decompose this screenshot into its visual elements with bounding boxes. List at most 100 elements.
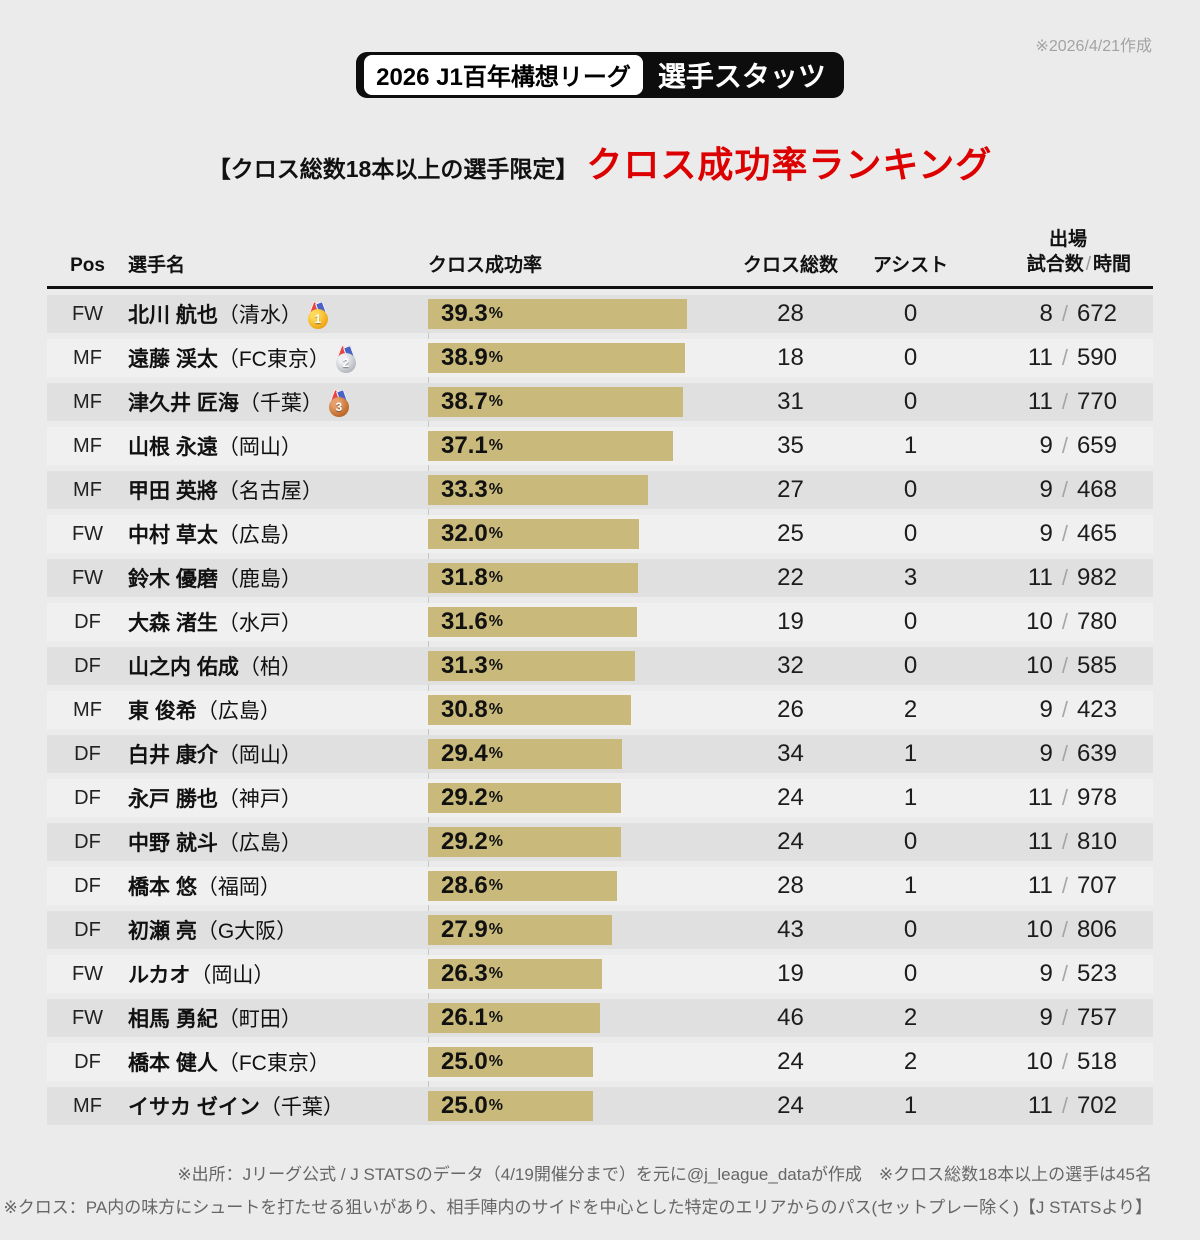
appearances-value: 9 / 468 bbox=[953, 476, 1153, 504]
rate-value: 27.9 bbox=[441, 916, 488, 944]
minutes-played: 978 bbox=[1076, 784, 1117, 812]
rate-bar-cell: 30.8% bbox=[428, 695, 713, 726]
minutes-played: 585 bbox=[1076, 652, 1117, 680]
header-appearances: 出場 試合数 / 時間 bbox=[953, 228, 1153, 277]
table-header-row: Pos 選手名 クロス成功率 クロス総数 アシスト 出場 試合数 / 時間 bbox=[47, 228, 1153, 290]
player-position: MF bbox=[73, 346, 102, 369]
rate-bar-cell: 32.0% bbox=[428, 519, 713, 550]
player-position: FW bbox=[71, 1006, 104, 1029]
assists-value: 0 bbox=[903, 960, 918, 988]
assists-value: 3 bbox=[903, 564, 918, 592]
slash-separator: / bbox=[1061, 301, 1068, 327]
games-played: 9 bbox=[1039, 740, 1053, 768]
player-cell: 中野 就斗 （広島） bbox=[128, 827, 428, 857]
player-name: 相馬 勇紀 bbox=[128, 1008, 218, 1032]
minutes-played: 806 bbox=[1076, 916, 1117, 944]
player-cell: 山之内 佑成 （柏） bbox=[128, 651, 428, 681]
percent-sign: % bbox=[488, 481, 503, 499]
header-time-label: 時間 bbox=[1092, 253, 1131, 275]
slash-separator: / bbox=[1061, 697, 1068, 723]
slash-separator: / bbox=[1061, 1049, 1068, 1075]
slash-separator: / bbox=[1061, 829, 1068, 855]
rate-bar-cell: 31.6% bbox=[428, 607, 713, 638]
appearances-value: 11 / 702 bbox=[953, 1092, 1153, 1120]
player-cell: 初瀬 亮（G大阪） bbox=[128, 915, 428, 945]
games-played: 11 bbox=[1027, 388, 1053, 416]
player-name: 永戸 勝也 bbox=[128, 788, 218, 812]
rate-bar: 25.0% bbox=[428, 1091, 593, 1122]
minutes-played: 707 bbox=[1076, 872, 1117, 900]
assists-value: 0 bbox=[903, 520, 918, 548]
rate-value: 38.7 bbox=[441, 388, 488, 416]
player-position: FW bbox=[71, 522, 104, 545]
games-played: 9 bbox=[1039, 696, 1053, 724]
rate-value: 32.0 bbox=[441, 520, 488, 548]
slash-separator: / bbox=[1061, 345, 1068, 371]
percent-sign: % bbox=[488, 1009, 503, 1027]
player-name: 橋本 健人 bbox=[128, 1052, 218, 1076]
rank-2-medal-icon: 2 bbox=[335, 346, 356, 373]
assists-value: 0 bbox=[903, 828, 918, 856]
games-played: 11 bbox=[1027, 564, 1053, 592]
games-played: 10 bbox=[1026, 652, 1053, 680]
rate-bar: 33.3% bbox=[428, 475, 648, 506]
appearances-value: 10 / 518 bbox=[953, 1048, 1153, 1076]
rate-bar: 29.4% bbox=[428, 739, 623, 770]
appearances-value: 9 / 757 bbox=[953, 1004, 1153, 1032]
player-name: 中野 就斗 bbox=[128, 832, 218, 856]
cross-total-value: 19 bbox=[777, 960, 804, 988]
stats-table: Pos 選手名 クロス成功率 クロス総数 アシスト 出場 試合数 / 時間 FW 北… bbox=[47, 228, 1153, 1126]
player-club: （鹿島） bbox=[217, 568, 302, 592]
player-position: DF bbox=[74, 1050, 101, 1073]
rate-bar: 28.6% bbox=[428, 871, 617, 902]
cross-total-value: 25 bbox=[777, 520, 804, 548]
percent-sign: % bbox=[488, 349, 503, 367]
games-played: 11 bbox=[1027, 1092, 1053, 1120]
percent-sign: % bbox=[488, 393, 503, 411]
header-cross-total: クロス総数 bbox=[742, 255, 838, 277]
rate-value: 37.1 bbox=[441, 432, 488, 460]
cross-total-value: 32 bbox=[777, 652, 804, 680]
minutes-played: 518 bbox=[1076, 1048, 1117, 1076]
rate-bar: 27.9% bbox=[428, 915, 613, 946]
banner-label: 選手スタッツ bbox=[657, 61, 826, 92]
minutes-played: 780 bbox=[1076, 608, 1117, 636]
minutes-played: 468 bbox=[1076, 476, 1117, 504]
rate-bar-cell: 26.3% bbox=[428, 959, 713, 990]
player-club: （柏） bbox=[238, 656, 302, 680]
rate-bar-cell: 29.4% bbox=[428, 739, 713, 770]
player-club: （千葉） bbox=[259, 1096, 344, 1120]
table-row: DF 白井 康介 （岡山） 29.4% 34 1 9 / 639 bbox=[47, 735, 1153, 774]
rate-bar: 30.8% bbox=[428, 695, 632, 726]
cross-total-value: 19 bbox=[777, 608, 804, 636]
appearances-value: 11 / 770 bbox=[953, 388, 1153, 416]
appearances-value: 11 / 982 bbox=[953, 564, 1153, 592]
rate-bar-cell: 25.0% bbox=[428, 1047, 713, 1078]
player-club: （名古屋） bbox=[217, 480, 323, 504]
minutes-played: 590 bbox=[1076, 344, 1117, 372]
appearances-value: 8 / 672 bbox=[953, 300, 1153, 328]
rate-bar-cell: 38.9% bbox=[428, 343, 713, 374]
slash-separator: / bbox=[1061, 521, 1068, 547]
page-title: 【クロス総数18本以上の選手限定】 クロス成功率ランキング bbox=[0, 136, 1200, 188]
table-row: MF 山根 永遠 （岡山） 37.1% 35 1 9 / 659 bbox=[47, 427, 1153, 466]
rate-bar: 29.2% bbox=[428, 783, 621, 814]
rate-bar-cell: 31.3% bbox=[428, 651, 713, 682]
table-row: FW 相馬 勇紀 （町田） 26.1% 46 2 9 / 757 bbox=[47, 999, 1153, 1038]
percent-sign: % bbox=[488, 569, 503, 587]
player-name: ルカオ bbox=[128, 964, 191, 988]
games-played: 10 bbox=[1026, 608, 1053, 636]
cross-total-value: 24 bbox=[777, 1092, 804, 1120]
table-row: MF 津久井 匠海 （千葉） 3 38.7% 31 0 11 / 770 bbox=[47, 383, 1153, 422]
rate-value: 26.1 bbox=[441, 1004, 488, 1032]
medal-number: 3 bbox=[328, 396, 349, 417]
appearances-value: 11 / 590 bbox=[953, 344, 1153, 372]
appearances-value: 10 / 585 bbox=[953, 652, 1153, 680]
player-position: DF bbox=[74, 874, 101, 897]
games-played: 9 bbox=[1039, 432, 1053, 460]
header-banner-wrap: 2026 J1百年構想リーグ 選手スタッツ bbox=[0, 0, 1200, 98]
cross-total-value: 34 bbox=[777, 740, 804, 768]
appearances-value: 9 / 523 bbox=[953, 960, 1153, 988]
assists-value: 1 bbox=[903, 432, 918, 460]
slash-separator: / bbox=[1061, 1093, 1068, 1119]
